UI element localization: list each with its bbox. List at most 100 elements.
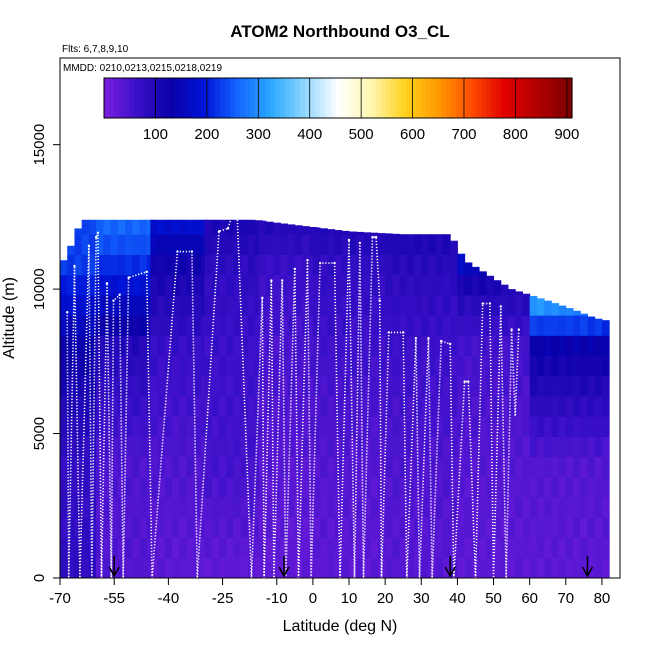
curtain-cell (508, 436, 516, 458)
curtain-cell (428, 375, 437, 397)
curtain-cell (529, 476, 538, 498)
curtain-cell (392, 315, 401, 336)
curtain-cell (508, 557, 516, 578)
curtain-cell (150, 335, 159, 357)
curtain-cell (508, 537, 516, 559)
curtain-cell (544, 355, 552, 377)
curtain-cell (442, 335, 451, 357)
curtain-cell (74, 234, 83, 255)
curtain-cell (186, 315, 195, 336)
curtain-cell (349, 396, 357, 417)
curtain-cell (265, 335, 274, 357)
curtain-cell (280, 274, 289, 296)
curtain-cell (421, 234, 430, 255)
curtain-cell (117, 294, 126, 316)
curtain-cell (385, 476, 393, 498)
sounding-marker-arrow (581, 556, 594, 578)
curtain-cell (544, 315, 552, 336)
curtain-cell (479, 274, 487, 296)
curtain-cell (399, 497, 408, 518)
curtain-cell (204, 375, 213, 397)
y-tick-label: 15000 (31, 124, 48, 166)
curtain-cell (493, 436, 502, 458)
curtain-cell (457, 557, 466, 578)
curtain-cell (493, 537, 502, 559)
curtain-cell (117, 219, 126, 235)
curtain-cell (81, 294, 90, 316)
curtain-cell (363, 254, 372, 276)
curtain-cell (406, 557, 415, 578)
curtain-cell (479, 315, 487, 336)
colorbar-swatch (385, 78, 392, 118)
curtain-cell (392, 517, 401, 539)
curtain-cell (522, 436, 531, 458)
colorbar-swatch (566, 78, 573, 118)
curtain-cell (327, 557, 336, 578)
curtain-cell (60, 537, 68, 559)
curtain-cell (265, 294, 274, 316)
flight-track-point (293, 267, 297, 271)
flight-track-point (87, 244, 91, 247)
colorbar-swatch (325, 78, 332, 118)
curtain-cell (479, 396, 487, 417)
curtain-cell (493, 396, 502, 417)
curtain-cell (551, 375, 560, 397)
curtain-cell (258, 476, 267, 498)
curtain-cell (186, 335, 195, 357)
curtain-cell (150, 557, 159, 578)
curtain-cell (117, 375, 126, 397)
curtain-cell (265, 476, 274, 498)
flight-track-point (235, 209, 239, 213)
curtain-cell (450, 335, 458, 357)
curtain-cell (471, 476, 480, 498)
curtain-cell (132, 416, 140, 437)
curtain-cell (179, 234, 187, 255)
curtain-cell (464, 497, 473, 518)
curtain-cell (132, 476, 140, 498)
curtain-cell (587, 335, 596, 357)
curtain-cell (150, 274, 159, 296)
curtain-cell (515, 355, 523, 377)
curtain-cell (125, 436, 133, 458)
curtain-cell (186, 436, 195, 458)
curtain-cell (551, 497, 560, 518)
curtain-cell (385, 294, 393, 316)
curtain-cell (442, 517, 451, 539)
curtain-cell (179, 274, 187, 296)
curtain-cell (508, 289, 516, 296)
curtain-cell (157, 274, 166, 296)
curtain-cell (139, 436, 148, 458)
curtain-cell (377, 234, 386, 255)
flight-track-point (517, 328, 521, 331)
curtain-cell (280, 517, 289, 539)
curtain-cell (428, 436, 437, 458)
curtain-cell (479, 517, 487, 539)
curtain-cell (110, 294, 119, 316)
colorbar-swatch (295, 78, 301, 118)
curtain-cell (414, 537, 422, 559)
curtain-cell (442, 234, 451, 255)
curtain-cell (193, 274, 202, 296)
curtain-cell (125, 517, 133, 539)
curtain-cell (464, 537, 473, 559)
curtain-cell (479, 416, 487, 437)
curtain-cell (457, 355, 466, 377)
curtain-cell (193, 476, 202, 498)
curtain-cell (233, 416, 242, 437)
curtain-cell (594, 416, 603, 437)
curtain-cell (164, 476, 173, 498)
curtain-cell (157, 537, 166, 559)
curtain-cell (157, 396, 166, 417)
curtain-cell (428, 294, 437, 316)
curtain-cell (522, 537, 531, 559)
curtain-cell (377, 396, 386, 417)
curtain-cell (515, 291, 523, 296)
curtain-cell (334, 315, 343, 336)
curtain-cell (302, 375, 310, 397)
curtain-cell (226, 254, 234, 276)
curtain-cell (287, 224, 296, 235)
curtain-cell (341, 396, 350, 417)
curtain-cell (172, 254, 180, 276)
curtain-cell (341, 335, 350, 357)
curtain-cell (544, 416, 552, 437)
